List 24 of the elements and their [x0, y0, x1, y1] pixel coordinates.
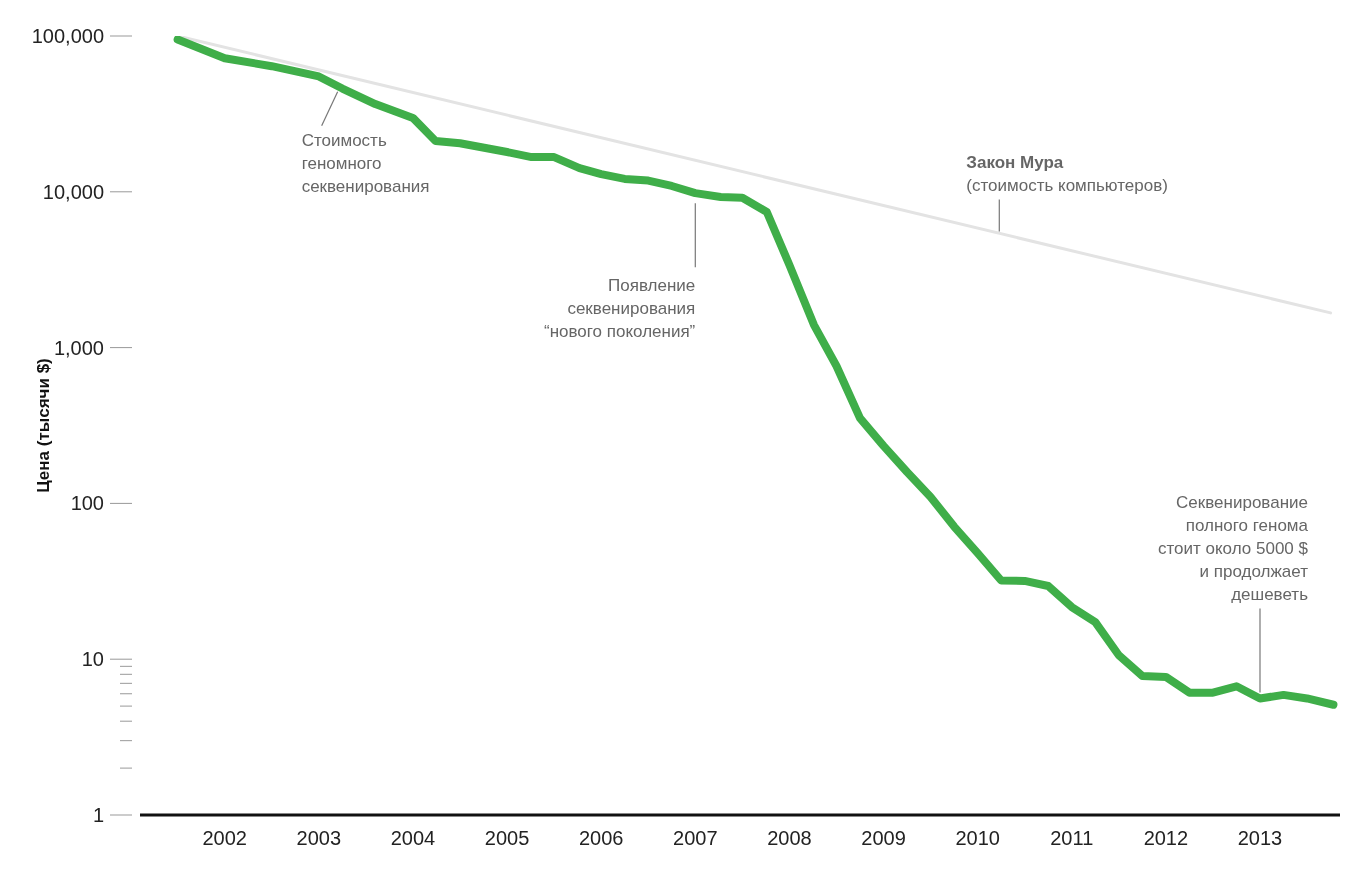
x-tick-label: 2009 [861, 827, 906, 850]
x-tick-label: 2013 [1237, 827, 1283, 850]
y-tick-label: 1,000 [53, 336, 104, 359]
x-tick-label: 2004 [390, 827, 436, 850]
annotation: (стоимость компьютеров) [966, 176, 1168, 196]
x-tick-label: 2010 [955, 827, 1000, 850]
y-tick-label: 100 [70, 492, 104, 515]
x-tick-label: 2011 [1050, 827, 1094, 850]
x-tick-label: 2007 [673, 827, 718, 850]
annotation: Секвенирование полного генома стоит около 5000 $ и продолжает дешеветь [1157, 493, 1309, 605]
x-tick-label: 2003 [296, 827, 342, 850]
y-tick-label: 1 [92, 804, 104, 826]
y-tick-label: 10 [81, 648, 104, 671]
x-tick-label: 2012 [1143, 827, 1189, 850]
x-tick-label: 2005 [484, 827, 530, 850]
x-tick-label: 2006 [578, 827, 624, 850]
annotation: Закон Мура [966, 153, 1064, 173]
x-tick-label: 2002 [202, 827, 247, 850]
annotation: Появление секвенирования “нового поколения” [543, 276, 696, 342]
annotation: Стоимость геномного секвенирования [301, 130, 430, 196]
y-tick-label: 100,000 [31, 25, 104, 47]
y-axis-title: Цена (тысячи $) [34, 358, 54, 493]
y-tick-label: 10,000 [42, 180, 104, 203]
x-tick-label: 2008 [767, 827, 812, 850]
